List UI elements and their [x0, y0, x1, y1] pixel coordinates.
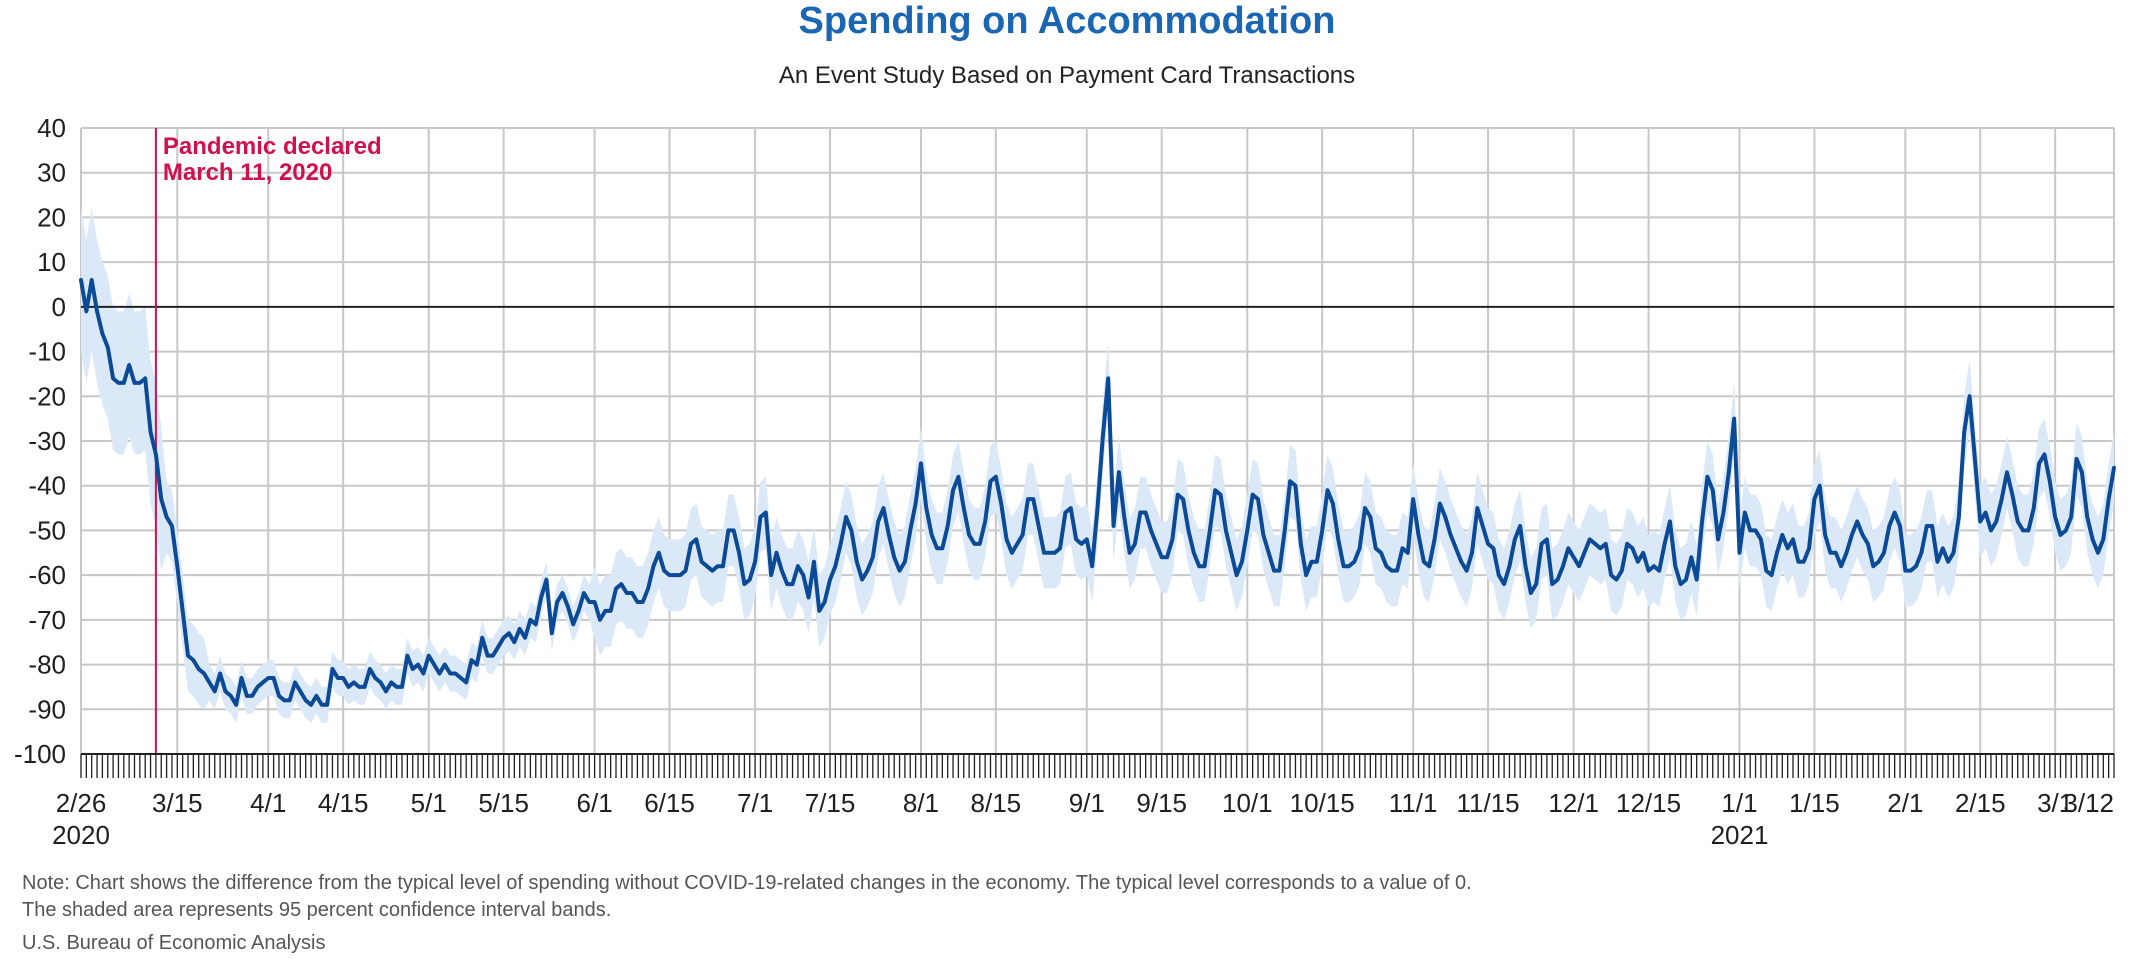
pandemic-annotation-line2: March 11, 2020 [163, 159, 332, 186]
y-tick-label: -70 [28, 605, 66, 635]
y-tick-label: -20 [28, 381, 66, 411]
axis-layer: 40 30 20 10 0 -10 -20 -30 -40 -50 -60 -70 -80 -90 -100… [14, 113, 2115, 850]
y-tick-label: -90 [28, 694, 66, 724]
x-tick-label: 9/1 [1069, 788, 1105, 818]
grid-layer [80, 127, 2115, 755]
x-year-label: 2021 [1711, 820, 1769, 850]
spending-line [79, 278, 2116, 707]
chart-area: Pandemic declared March 11, 2020 40 30 20 1… [14, 113, 2116, 850]
x-tick-label: 11/1 [1389, 788, 1438, 818]
x-tick-label: 6/1 [577, 788, 613, 818]
y-tick-label: 0 [52, 292, 66, 322]
y-tick-label: 30 [37, 158, 66, 188]
y-tick-label: -10 [28, 337, 66, 367]
y-tick-label: -50 [28, 515, 66, 545]
x-tick-label: 12/15 [1616, 788, 1681, 818]
pandemic-annotation-line1: Pandemic declared [163, 133, 382, 160]
chart-subtitle: An Event Study Based on Payment Card Tra… [778, 62, 1356, 89]
x-tick-label: 2/15 [1955, 788, 2006, 818]
x-tick-label: 7/1 [737, 788, 773, 818]
x-tick-label: 2/26 [56, 788, 107, 818]
x-tick-label: 3/12 [2063, 788, 2114, 818]
y-tick-label: -30 [28, 426, 66, 456]
chart-note: Note: Chart shows the difference from th… [22, 870, 1472, 924]
x-tick-label: 4/15 [318, 788, 369, 818]
x-tick-label: 11/15 [1456, 788, 1519, 818]
x-tick-label: 3/1 [2037, 788, 2073, 818]
x-tick-label: 10/1 [1222, 788, 1273, 818]
x-tick-label: 7/15 [805, 788, 856, 818]
x-tick-label: 9/15 [1136, 788, 1187, 818]
chart-title: Spending on Accommodation [798, 0, 1336, 42]
x-tick-label: 4/1 [250, 788, 286, 818]
source-credit: U.S. Bureau of Economic Analysis [22, 932, 326, 954]
y-tick-label: -40 [28, 471, 66, 501]
x-tick-label: 5/1 [411, 788, 447, 818]
x-tick-label: 1/15 [1789, 788, 1840, 818]
y-tick-label: 20 [37, 202, 66, 232]
y-tick-label: -80 [28, 650, 66, 680]
confidence-band [81, 208, 2114, 723]
x-year-label: 2020 [52, 820, 110, 850]
x-tick-label: 2/1 [1887, 788, 1923, 818]
y-tick-label: 10 [37, 247, 66, 277]
note-line-2: The shaded area represents 95 percent co… [22, 899, 612, 921]
x-axis-day-ticks [80, 754, 2115, 778]
x-tick-label: 10/15 [1290, 788, 1355, 818]
x-tick-label: 3/15 [152, 788, 203, 818]
x-tick-label: 1/1 [1721, 788, 1757, 818]
y-tick-label: 40 [37, 113, 66, 143]
x-tick-label: 8/15 [971, 788, 1022, 818]
y-tick-label: -60 [28, 560, 66, 590]
x-tick-label: 8/1 [903, 788, 939, 818]
y-tick-label: -100 [14, 739, 66, 769]
x-tick-label: 5/15 [478, 788, 529, 818]
x-tick-label: 6/15 [644, 788, 695, 818]
note-line-1: Note: Chart shows the difference from th… [22, 872, 1472, 894]
x-tick-label: 12/1 [1548, 788, 1599, 818]
